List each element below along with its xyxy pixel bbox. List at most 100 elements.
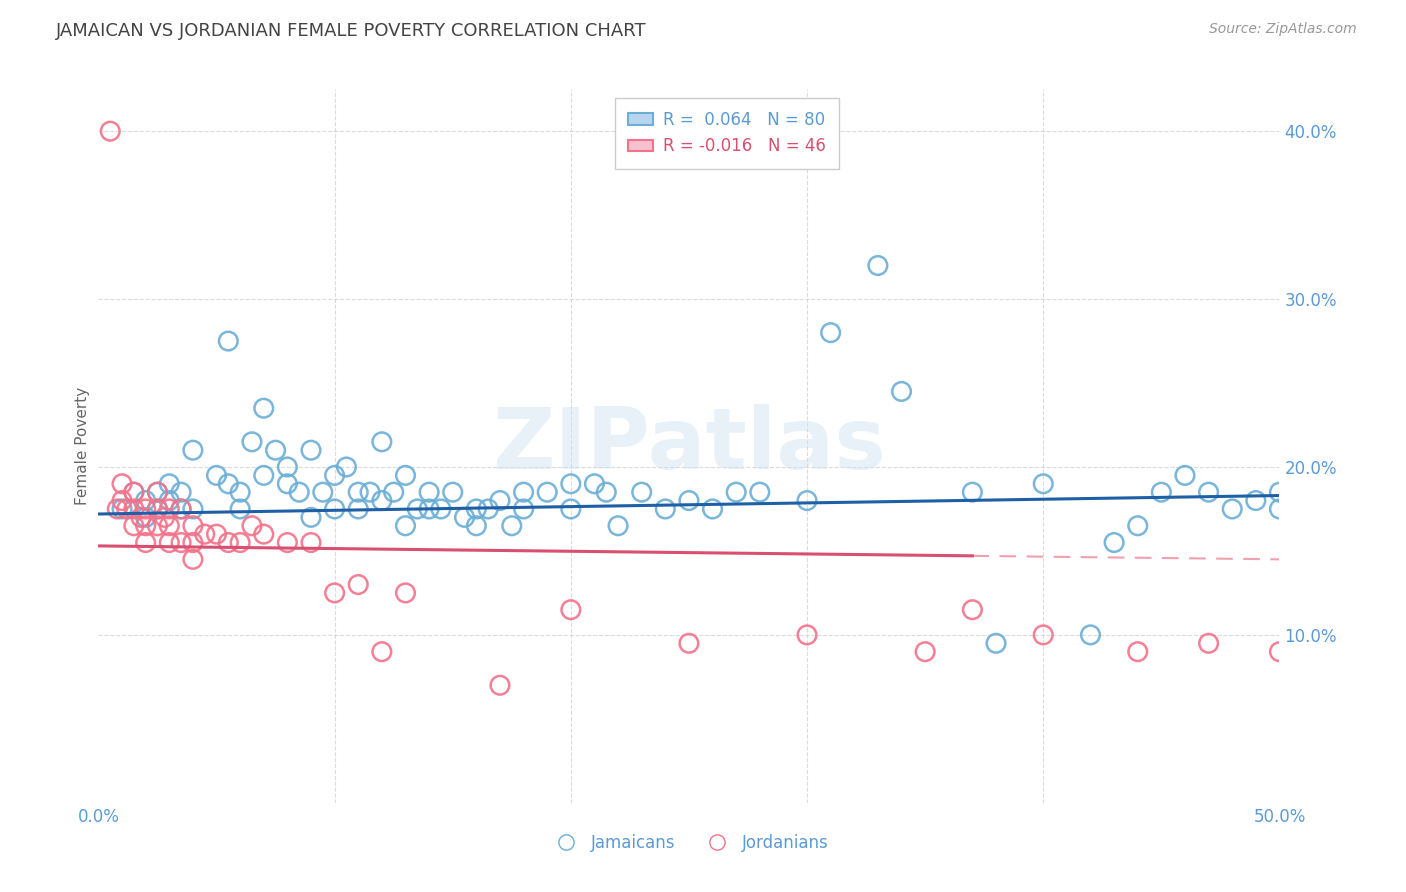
Point xyxy=(229,485,252,500)
Point xyxy=(288,485,311,500)
Point xyxy=(1268,502,1291,516)
Text: JAMAICAN VS JORDANIAN FEMALE POVERTY CORRELATION CHART: JAMAICAN VS JORDANIAN FEMALE POVERTY COR… xyxy=(56,22,647,40)
Point xyxy=(702,502,724,516)
Point xyxy=(111,493,134,508)
Point xyxy=(323,586,346,600)
Point xyxy=(299,443,322,458)
Point xyxy=(359,485,381,500)
Point xyxy=(560,476,582,491)
Point xyxy=(229,502,252,516)
Point xyxy=(371,645,394,659)
Point xyxy=(418,502,440,516)
Point xyxy=(240,434,263,449)
Point xyxy=(335,460,357,475)
Point xyxy=(181,443,204,458)
Point xyxy=(170,535,193,549)
Point xyxy=(678,636,700,650)
Point xyxy=(962,485,984,500)
Point xyxy=(430,502,453,516)
Point xyxy=(253,527,276,541)
Point xyxy=(157,502,180,516)
Point xyxy=(1080,628,1102,642)
Point xyxy=(465,518,488,533)
Point xyxy=(170,502,193,516)
Point xyxy=(866,259,889,273)
Point xyxy=(264,443,287,458)
Point xyxy=(157,518,180,533)
Point xyxy=(984,636,1007,650)
Point xyxy=(371,434,394,449)
Point xyxy=(253,401,276,416)
Point xyxy=(607,518,630,533)
Point xyxy=(512,485,534,500)
Point xyxy=(146,485,169,500)
Point xyxy=(1150,485,1173,500)
Point xyxy=(146,485,169,500)
Point xyxy=(135,535,157,549)
Point xyxy=(394,586,416,600)
Point xyxy=(1220,502,1243,516)
Point xyxy=(654,502,676,516)
Point xyxy=(217,334,239,348)
Point xyxy=(253,468,276,483)
Point xyxy=(347,502,370,516)
Point xyxy=(796,493,818,508)
Legend: Jamaicans, Jordanians: Jamaicans, Jordanians xyxy=(543,828,835,859)
Point xyxy=(146,518,169,533)
Point xyxy=(157,493,180,508)
Point xyxy=(1198,485,1220,500)
Point xyxy=(382,485,405,500)
Point xyxy=(347,485,370,500)
Point xyxy=(418,485,440,500)
Point xyxy=(820,326,842,340)
Point xyxy=(122,518,145,533)
Point xyxy=(1198,636,1220,650)
Point xyxy=(796,628,818,642)
Text: Source: ZipAtlas.com: Source: ZipAtlas.com xyxy=(1209,22,1357,37)
Point xyxy=(1126,518,1149,533)
Point xyxy=(630,485,652,500)
Point xyxy=(512,502,534,516)
Point xyxy=(105,502,128,516)
Point xyxy=(489,493,512,508)
Point xyxy=(157,476,180,491)
Point xyxy=(181,552,204,566)
Point xyxy=(205,468,228,483)
Point xyxy=(371,493,394,508)
Point xyxy=(205,527,228,541)
Point xyxy=(135,502,157,516)
Point xyxy=(477,502,499,516)
Point xyxy=(146,502,169,516)
Point xyxy=(135,518,157,533)
Point xyxy=(122,502,145,516)
Point xyxy=(323,468,346,483)
Point xyxy=(536,485,558,500)
Point xyxy=(323,502,346,516)
Point xyxy=(229,535,252,549)
Point xyxy=(962,603,984,617)
Point xyxy=(560,502,582,516)
Point xyxy=(217,535,239,549)
Point xyxy=(595,485,617,500)
Point xyxy=(111,476,134,491)
Point xyxy=(890,384,912,399)
Point xyxy=(583,476,606,491)
Point xyxy=(394,518,416,533)
Point xyxy=(135,493,157,508)
Point xyxy=(1126,645,1149,659)
Point xyxy=(170,502,193,516)
Text: ZIPatlas: ZIPatlas xyxy=(492,404,886,488)
Point xyxy=(1268,485,1291,500)
Point xyxy=(217,476,239,491)
Point xyxy=(489,678,512,692)
Point xyxy=(98,124,121,138)
Point xyxy=(394,468,416,483)
Point xyxy=(122,485,145,500)
Point xyxy=(347,577,370,591)
Point xyxy=(299,535,322,549)
Point xyxy=(465,502,488,516)
Point xyxy=(276,535,298,549)
Point xyxy=(1032,628,1054,642)
Point xyxy=(153,510,176,524)
Point xyxy=(181,518,204,533)
